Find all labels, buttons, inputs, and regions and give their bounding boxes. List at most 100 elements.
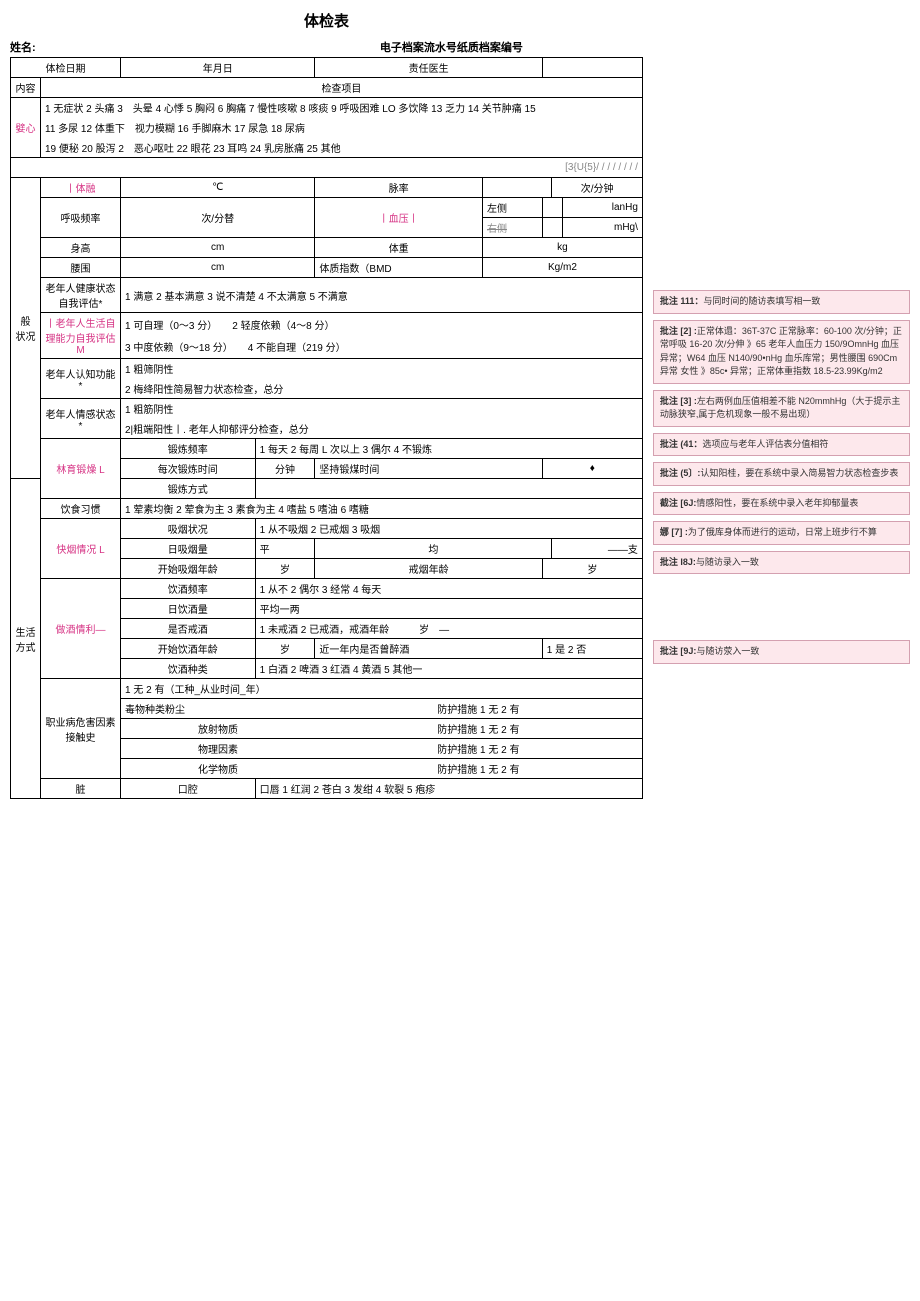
doctor-val[interactable]	[542, 58, 642, 78]
hazard-label: 职业病危害因素接触史	[41, 679, 121, 779]
elderly-life-2[interactable]: 3 中度依赖（9～18 分） 4 不能自理（219 分）	[121, 336, 643, 359]
elderly-health-opts[interactable]: 1 满意 2 基本满意 3 说不清楚 4 不太满意 5 不满意	[121, 278, 643, 313]
smoke-daily-label: 日吸烟量	[121, 539, 256, 559]
hazard-chem-p[interactable]: 防护措施 1 无 2 有	[315, 759, 642, 779]
comment-6: 截注 [6J:情感阳性，要在系统中录入老年抑郁量表	[653, 492, 910, 516]
pulse-unit: 次/分钟	[552, 178, 642, 198]
bp-unit2: mHg\	[562, 218, 642, 238]
drink-freq-label: 饮酒频率	[121, 579, 256, 599]
hazard-phy-p[interactable]: 防护措施 1 无 2 有	[315, 739, 642, 759]
bp-right: 右侧	[482, 218, 542, 238]
symptom-side: 嬖心	[11, 98, 41, 158]
drink-start-unit[interactable]: 岁	[255, 639, 315, 659]
comment-4: 批注 (41：选项应与老年人评估表分值相符	[653, 433, 910, 457]
comment-8: 批注 I8J:与随访录入一致	[653, 551, 910, 575]
diet-label: 饮食习惯	[41, 499, 121, 519]
smoke-label: 快烟情况 L	[41, 519, 121, 579]
temp-label: 丨体融	[41, 178, 121, 198]
drink-label: 做酒情利—	[41, 579, 121, 679]
hazard-rad-p[interactable]: 防护措施 1 无 2 有	[315, 719, 642, 739]
bp-left-val[interactable]	[542, 198, 562, 218]
section-general: 般 状况	[11, 178, 41, 479]
cognition-1[interactable]: 1 粗筛阴性	[121, 359, 643, 379]
temp-unit[interactable]: ℃	[121, 178, 315, 198]
form-table: 体检日期 年月日 责任医生 内容 检查项目 嬖心 1 无症状 2 头痛 3 头晕…	[10, 57, 643, 799]
content-label: 内容	[11, 78, 41, 98]
weight-unit[interactable]: kg	[482, 238, 642, 258]
emotion-label: 老年人情感状态*	[41, 399, 121, 439]
elderly-life-label: 丨老年人生活自理能力自我评估 M	[41, 313, 121, 359]
cognition-label: 老年人认知功能*	[41, 359, 121, 399]
section-organ: 脏	[41, 779, 121, 799]
resp-unit[interactable]: 次/分替	[121, 198, 315, 238]
diet-opts[interactable]: 1 荤素均衡 2 荤食为主 3 素食为主 4 嗜盐 5 嗜油 6 嗜糖	[121, 499, 643, 519]
doctor-label: 责任医生	[315, 58, 542, 78]
drink-daily-val[interactable]: 平均一两	[255, 599, 642, 619]
exercise-time-label: 每次锻炼时间	[121, 459, 256, 479]
height-label: 身高	[41, 238, 121, 258]
resp-label: 呼吸频率	[41, 198, 121, 238]
hazard-1[interactable]: 1 无 2 有（工种_从业时间_年）	[121, 679, 643, 699]
comment-9: 批注 [9J:与随访荥入一致	[653, 640, 910, 664]
elderly-health-label: 老年人健康状态自我评估*	[41, 278, 121, 313]
smoke-daily-unit: ——支	[552, 539, 642, 559]
drink-type-opts[interactable]: 1 白酒 2 啤酒 3 红酒 4 黄酒 5 其他一	[255, 659, 642, 679]
bmi-unit[interactable]: Kg/m2	[482, 258, 642, 278]
oral-label: 口腔	[121, 779, 256, 799]
exam-date-label: 体检日期	[11, 58, 121, 78]
comments-panel: 批注 111：与同时间的随访表填写相一致 批注 [2] :正常体遢：36T-37…	[653, 10, 910, 799]
hazard-chem: 化学物质	[121, 759, 315, 779]
smoke-quit-unit[interactable]: 岁	[542, 559, 642, 579]
emotion-2[interactable]: 2|粗端阳性丨. 老年人抑郁评分检查，总分	[121, 419, 643, 439]
exercise-method-label: 锻炼方式	[121, 479, 256, 499]
exercise-persist-mark[interactable]: ♦	[542, 459, 642, 479]
exercise-time-unit[interactable]: 分钟	[255, 459, 315, 479]
drink-quit-label: 是否戒酒	[121, 619, 256, 639]
bmi-label: 体质指数（BMD	[315, 258, 483, 278]
smoke-status-label: 吸烟状况	[121, 519, 256, 539]
bp-label: 丨血压丨	[315, 198, 483, 238]
exercise-freq-opts[interactable]: 1 每天 2 每周 L 次以上 3 偶尔 4 不锻炼	[255, 439, 642, 459]
pulse-val[interactable]	[482, 178, 551, 198]
smoke-status-opts[interactable]: 1 从不吸烟 2 已戒烟 3 吸烟	[255, 519, 642, 539]
exam-date-val: 年月日	[121, 58, 315, 78]
cognition-2[interactable]: 2 梅绛阳性简易智力状态检查，总分	[121, 379, 643, 399]
exercise-persist-label: 坚持锻煤时间	[315, 459, 542, 479]
drink-type-label: 饮酒种类	[121, 659, 256, 679]
emotion-1[interactable]: 1 粗筋阴性	[121, 399, 643, 419]
form-title: 体检表	[10, 10, 643, 31]
hazard-dust: 毒物种类粉尘	[121, 699, 315, 719]
hazard-dust-p[interactable]: 防护措施 1 无 2 有	[315, 699, 642, 719]
oral-opts[interactable]: 口唇 1 红润 2 苍白 3 发绀 4 软裂 5 疱疹	[255, 779, 642, 799]
drink-freq-opts[interactable]: 1 从不 2 偶尔 3 经常 4 每天	[255, 579, 642, 599]
smoke-daily-1[interactable]: 平	[255, 539, 315, 559]
height-unit[interactable]: cm	[121, 238, 315, 258]
slash-row: [3{U{5}/ / / / / / / /	[11, 158, 643, 178]
elderly-life-1[interactable]: 1 可自理（0～3 分） 2 轻度依赖（4～8 分）	[121, 313, 643, 336]
drink-drunk-label: 近一年内是否曾醉酒	[315, 639, 542, 659]
symptoms-1: 1 无症状 2 头痛 3 头晕 4 心悸 5 胸闷 6 胸痛 7 慢性咳嗽 8 …	[41, 98, 643, 118]
exercise-method-val[interactable]	[255, 479, 642, 499]
header-row: 姓名: 电子档案流水号纸质档案编号	[10, 39, 643, 55]
pulse-label: 脉率	[315, 178, 483, 198]
hazard-rad: 放射物质	[121, 719, 315, 739]
smoke-start-unit[interactable]: 岁	[255, 559, 315, 579]
bp-right-val[interactable]	[542, 218, 562, 238]
drink-quit-opts[interactable]: 1 未戒酒 2 已戒酒，戒酒年龄 岁 —	[255, 619, 642, 639]
drink-drunk-opts[interactable]: 1 是 2 否	[542, 639, 642, 659]
comment-2: 批注 [2] :正常体遢：36T-37C 正常脉率：60-100 次/分钟；正常…	[653, 320, 910, 384]
comment-1: 批注 111：与同时间的随访表填写相一致	[653, 290, 910, 314]
symptoms-2: 11 多尿 12 体重下 视力模糊 16 手脚麻木 17 尿急 18 尿病	[41, 118, 643, 138]
exercise-freq-label: 锻炼频率	[121, 439, 256, 459]
comment-7: 娜 [7] :为了俄库身体而进行的运动，日常上班步行不算	[653, 521, 910, 545]
bp-unit1: lanHg	[562, 198, 642, 218]
drink-daily-label: 日饮酒量	[121, 599, 256, 619]
weight-label: 体重	[315, 238, 483, 258]
main-form: 体检表 姓名: 电子档案流水号纸质档案编号 体检日期 年月日 责任医生 内容 检…	[10, 10, 643, 799]
waist-unit[interactable]: cm	[121, 258, 315, 278]
smoke-daily-2[interactable]: 均	[315, 539, 552, 559]
comment-3: 批注 [3] :左右两例血压值相差不能 N20mmhHg（大于提示主动脉狭窄,属…	[653, 390, 910, 427]
drink-start-label: 开始饮酒年龄	[121, 639, 256, 659]
name-label: 姓名:	[10, 39, 36, 55]
exercise-label: 林育锻燥 L	[41, 439, 121, 499]
